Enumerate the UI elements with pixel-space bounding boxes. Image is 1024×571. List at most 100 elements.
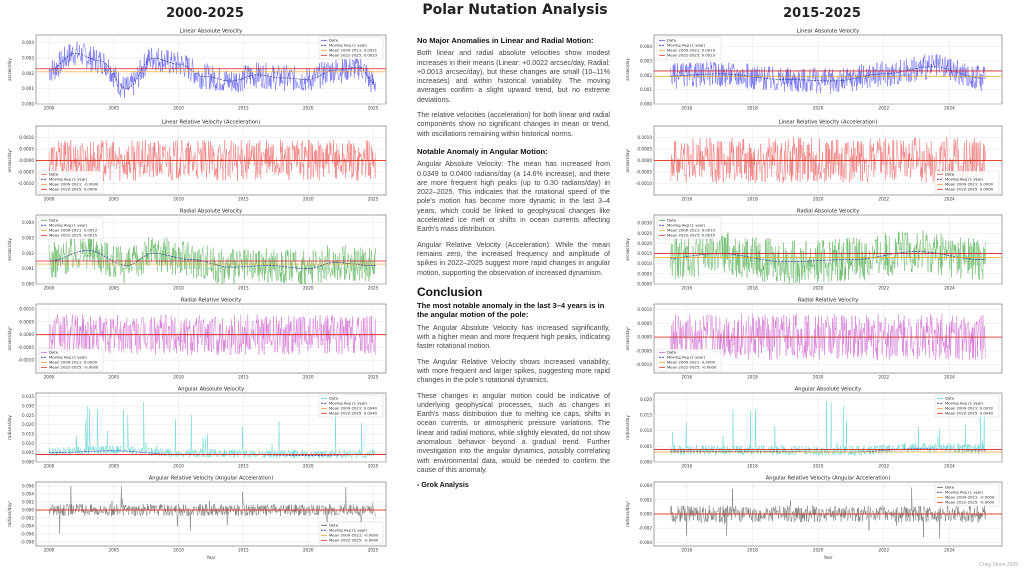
x-tick-label: 2005 xyxy=(108,464,119,469)
x-tick-label: 2015 xyxy=(238,548,249,553)
y-tick-label: 0.000 xyxy=(22,282,34,287)
legend-entry: Mean 2000-2021: 0.0000 xyxy=(945,182,994,187)
y-tick-label: 0.0000 xyxy=(637,335,652,340)
data-series-line xyxy=(670,53,986,94)
legend-box xyxy=(38,216,104,240)
x-tick-label: 2010 xyxy=(173,548,184,553)
y-tick-label: 0.005 xyxy=(22,450,34,455)
section-heading-angular: Notable Anomaly in Angular Motion: xyxy=(417,146,548,156)
y-tick-label: 0.004 xyxy=(640,483,652,488)
moving-average-line xyxy=(48,53,376,89)
x-tick-label: 2000 xyxy=(44,548,55,553)
y-tick-label: 0.0025 xyxy=(637,231,652,236)
x-tick-label: 2025 xyxy=(368,106,379,111)
chart-title: Radial Absolute Velocity xyxy=(797,209,859,215)
x-tick-label: 2000 xyxy=(44,106,55,111)
y-tick-label: 0.004 xyxy=(22,220,34,225)
x-tick-label: 2024 xyxy=(944,375,955,380)
chart-L5: Angular Absolute Velocity 0.000 0.005 0.010… xyxy=(7,387,387,469)
data-series-line xyxy=(670,487,986,539)
legend-entry: Mean 2000-2021: 0.0013 xyxy=(49,228,98,233)
legend-entry: Mean 2022-2025: 0.0040 xyxy=(945,411,994,416)
x-tick-label: 2025 xyxy=(368,464,379,469)
legend-entry: Mean 2022-2025: 0.0015 xyxy=(49,233,98,238)
x-tick-label: 2020 xyxy=(813,286,824,291)
y-axis-label: arcsec/day xyxy=(625,58,630,81)
chart-R1: Linear Absolute Velocity 0.000 0.001 0.002 0… xyxy=(625,29,1003,111)
y-tick-label: 0.0010 xyxy=(19,307,34,312)
x-tick-label: 2000 xyxy=(44,286,55,291)
x-axis-label: Year xyxy=(206,555,216,560)
paragraph: The Angular Relative Velocity shows incr… xyxy=(417,357,610,385)
legend-box xyxy=(318,521,384,545)
x-tick-label: 2022 xyxy=(878,375,889,380)
x-tick-label: 2005 xyxy=(108,375,119,380)
y-tick-label: 0.005 xyxy=(640,444,652,449)
y-tick-label: -0.008 xyxy=(21,540,35,545)
x-tick-label: 2018 xyxy=(747,106,758,111)
legend-entry: Data xyxy=(945,172,954,177)
data-series-line xyxy=(48,402,376,460)
chart-title: Linear Absolute Velocity xyxy=(797,29,859,35)
analysis-text: No Major Anomalies in Linear and Radial … xyxy=(417,36,610,496)
x-tick-label: 2020 xyxy=(303,197,314,202)
x-tick-label: 2005 xyxy=(108,106,119,111)
footer-credit: Craig Stone 2025 xyxy=(979,562,1018,568)
legend-box xyxy=(934,483,1000,507)
legend-entry: Mean 2000-2021: -0.0000 xyxy=(945,495,995,500)
y-tick-label: 0.000 xyxy=(640,102,652,107)
y-axis-label: radians/day xyxy=(625,415,630,440)
y-tick-label: 0.010 xyxy=(22,441,34,446)
y-tick-label: 0.015 xyxy=(640,412,652,417)
y-axis-label: arcsec/day xyxy=(625,238,630,261)
y-tick-label: 0.004 xyxy=(640,44,652,49)
legend-entry: Mean 2000-2021: 0.0040 xyxy=(329,406,378,411)
legend-entry: Mean 2022-2025: 0.0040 xyxy=(329,411,378,416)
legend-entry: Moving Avg (1 year) xyxy=(667,223,706,228)
y-tick-label: 0.003 xyxy=(640,58,652,63)
y-tick-label: 0.0010 xyxy=(637,261,652,266)
y-tick-label: 0.002 xyxy=(22,500,34,505)
x-tick-label: 2010 xyxy=(173,197,184,202)
y-tick-label: 0.0005 xyxy=(637,321,652,326)
paragraph: Angular Absolute Velocity: The mean has … xyxy=(417,160,610,234)
legend-box xyxy=(318,36,384,60)
x-tick-label: 2010 xyxy=(173,286,184,291)
y-tick-label: 0.004 xyxy=(22,492,34,497)
chart-L2: Linear Relative Velocity (Acceleration) -… xyxy=(7,120,387,202)
x-tick-label: 2022 xyxy=(878,106,889,111)
x-tick-label: 2020 xyxy=(303,286,314,291)
y-axis-label: radians/day xyxy=(7,415,12,440)
y-tick-label: -0.002 xyxy=(639,526,653,531)
y-tick-label: 0.001 xyxy=(22,266,34,271)
x-tick-label: 2025 xyxy=(368,375,379,380)
y-tick-label: 0.000 xyxy=(640,460,652,465)
y-tick-label: -0.004 xyxy=(21,524,35,529)
legend-entry: Moving Avg (1 year) xyxy=(945,177,984,182)
x-tick-label: 2005 xyxy=(108,286,119,291)
legend-entry: Moving Avg (1 year) xyxy=(945,401,984,406)
x-tick-label: 2000 xyxy=(44,464,55,469)
y-tick-label: 0.0010 xyxy=(19,135,34,140)
y-tick-label: -0.0005 xyxy=(636,170,652,175)
legend-entry: Mean 2022-2025: 0.0000 xyxy=(49,187,98,192)
legend-entry: Mean 2000-2021: 0.0032 xyxy=(945,406,994,411)
x-tick-label: 2010 xyxy=(173,375,184,380)
legend-entry: Moving Avg (1 year) xyxy=(49,355,88,360)
right-column-title: 2015-2025 xyxy=(783,6,861,21)
y-tick-label: 0.025 xyxy=(22,413,34,418)
legend-box xyxy=(934,170,1000,194)
x-tick-label: 2020 xyxy=(813,106,824,111)
section-heading-linear-radial: No Major Anomalies in Linear and Radial … xyxy=(417,36,594,45)
y-tick-label: 0.0015 xyxy=(637,251,652,256)
x-tick-label: 2025 xyxy=(368,548,379,553)
y-tick-label: 0.001 xyxy=(22,86,34,91)
y-tick-label: 0.020 xyxy=(22,422,34,427)
y-tick-label: 0.015 xyxy=(22,432,34,437)
legend-box xyxy=(318,394,384,418)
legend-box xyxy=(656,216,722,240)
y-axis-label: radians/day² xyxy=(7,501,12,528)
y-axis-label: arcsec/day xyxy=(7,58,12,81)
